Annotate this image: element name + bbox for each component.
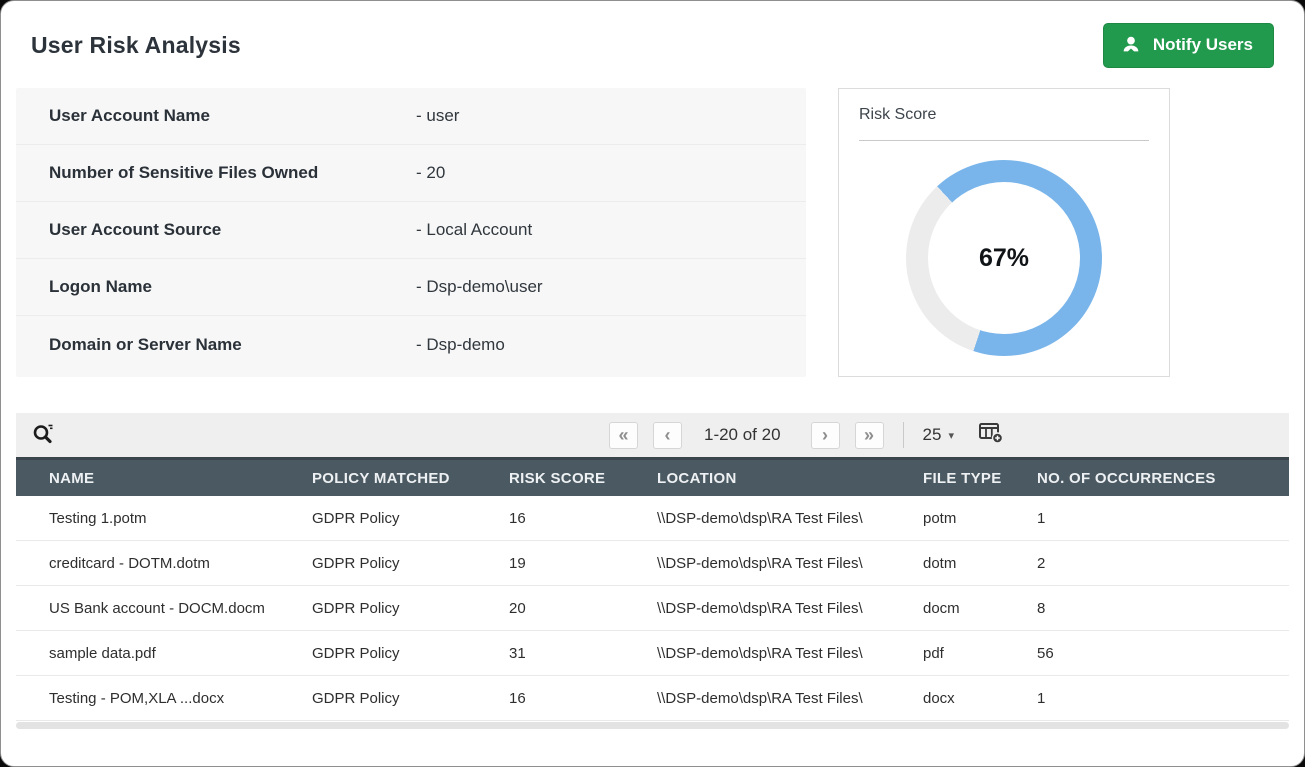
risk-score-donut-chart: 67% [906, 160, 1102, 356]
detail-row: User Account Source - Local Account [16, 202, 806, 259]
table-cell: 1 [1037, 509, 1046, 527]
pagination-range-label: 1-20 of 20 [703, 425, 781, 444]
detail-label: User Account Source [49, 220, 222, 239]
table-cell: \\DSP-demo\dsp\RA Test Files\ [657, 599, 863, 617]
table-cell: sample data.pdf [49, 644, 156, 662]
pagination-next-button[interactable]: › [810, 421, 840, 449]
table-cell: 56 [1037, 644, 1054, 662]
person-icon [1120, 34, 1142, 56]
table-cell: 16 [509, 689, 526, 707]
column-header[interactable]: NAME [49, 469, 95, 487]
column-header[interactable]: LOCATION [657, 469, 737, 487]
detail-row: Logon Name - Dsp-demo\user [16, 259, 806, 316]
detail-value: - Dsp-demo [416, 334, 505, 354]
pagination-last-button[interactable]: » [854, 421, 884, 449]
detail-value: - Local Account [416, 220, 533, 239]
table-cell: 1 [1037, 689, 1046, 707]
pagination-prev-button[interactable]: ‹ [652, 421, 682, 449]
page-header: User Risk Analysis Notify Users [1, 1, 1304, 86]
table-cell: \\DSP-demo\dsp\RA Test Files\ [657, 509, 863, 527]
table-cell: 8 [1037, 599, 1046, 617]
detail-row: User Account Name - user [16, 88, 806, 145]
detail-row: Domain or Server Name - Dsp-demo [16, 316, 806, 373]
table-cell: 20 [509, 599, 526, 617]
column-header[interactable]: RISK SCORE [509, 469, 606, 487]
risk-score-title: Risk Score [859, 106, 937, 123]
detail-label: Logon Name [49, 277, 152, 296]
detail-label: User Account Name [49, 106, 210, 125]
search-icon [30, 420, 56, 451]
detail-value: - user [416, 106, 460, 125]
page-title: User Risk Analysis [31, 32, 241, 58]
table-row[interactable]: US Bank account - DOCM.docm GDPR Policy 20… [16, 586, 1289, 631]
detail-label: Domain or Server Name [49, 334, 242, 354]
detail-value: - Dsp-demo\user [416, 277, 543, 296]
table-cell: GDPR Policy [312, 644, 400, 662]
table-cell: 31 [509, 644, 526, 662]
summary-section: User Account Name - user Number of Sensiti… [1, 86, 1304, 377]
detail-label: Number of Sensitive Files Owned [49, 163, 319, 182]
column-chooser-icon [977, 420, 1004, 450]
table-cell: 2 [1037, 554, 1046, 572]
table-cell: pdf [923, 644, 944, 662]
chevron-down-icon: ▾ [948, 429, 954, 442]
column-header[interactable]: POLICY MATCHED [312, 469, 450, 487]
table-cell: docm [923, 599, 960, 617]
detail-value: - 20 [416, 163, 446, 182]
notify-users-label: Notify Users [1152, 35, 1253, 54]
table-cell: docx [923, 689, 955, 707]
risk-card-divider [859, 140, 1149, 141]
page-size-value: 25 [922, 425, 942, 444]
table-row[interactable]: Testing - POM,XLA ...docx GDPR Policy 16 \\… [16, 676, 1289, 721]
table-row[interactable]: Testing 1.potm GDPR Policy 16 \\DSP-demo\ds… [16, 496, 1289, 541]
table-cell: GDPR Policy [312, 599, 400, 617]
page-size-dropdown[interactable]: 25 ▾ [923, 425, 954, 445]
table-cell: Testing - POM,XLA ...docx [49, 689, 225, 707]
detail-row: Number of Sensitive Files Owned - 20 [16, 145, 806, 202]
table-cell: dotm [923, 554, 957, 572]
risk-score-percent: 67% [978, 243, 1030, 272]
donut-hole: 67% [928, 182, 1080, 334]
table-row[interactable]: sample data.pdf GDPR Policy 31 \\DSP-demo\d… [16, 631, 1289, 676]
pagination: « ‹ 1-20 of 20 › » 25 ▾ [608, 420, 1004, 450]
table-cell: 19 [509, 554, 526, 572]
notify-users-button[interactable]: Notify Users [1102, 23, 1274, 68]
table-toolbar: « ‹ 1-20 of 20 › » 25 ▾ [16, 413, 1289, 457]
search-button[interactable] [30, 420, 56, 451]
column-header[interactable]: FILE TYPE [923, 469, 1002, 487]
table-header-row: NAME POLICY MATCHED RISK SCORE LOCATION FILE… [16, 457, 1289, 496]
risk-score-card: Risk Score 67% [838, 88, 1170, 377]
table-cell: \\DSP-demo\dsp\RA Test Files\ [657, 644, 863, 662]
table-cell: \\DSP-demo\dsp\RA Test Files\ [657, 554, 863, 572]
table-cell: \\DSP-demo\dsp\RA Test Files\ [657, 689, 863, 707]
user-details-panel: User Account Name - user Number of Sensiti… [16, 88, 806, 377]
table-cell: potm [923, 509, 957, 527]
table-cell: US Bank account - DOCM.docm [49, 599, 265, 617]
table-cell: 16 [509, 509, 526, 527]
table-cell: creditcard - DOTM.dotm [49, 554, 210, 572]
toolbar-divider [902, 422, 904, 448]
column-header[interactable]: NO. OF OCCURRENCES [1037, 469, 1216, 487]
table-cell: GDPR Policy [312, 509, 400, 527]
table-cell: Testing 1.potm [49, 509, 147, 527]
horizontal-scrollbar[interactable] [16, 722, 1289, 729]
pagination-first-button[interactable]: « [608, 421, 638, 449]
table-cell: GDPR Policy [312, 689, 400, 707]
table-body: Testing 1.potm GDPR Policy 16 \\DSP-demo\ds… [16, 496, 1289, 721]
table-row[interactable]: creditcard - DOTM.dotm GDPR Policy 19 \\DSP… [16, 541, 1289, 586]
column-chooser-button[interactable] [977, 420, 1004, 450]
table-cell: GDPR Policy [312, 554, 400, 572]
